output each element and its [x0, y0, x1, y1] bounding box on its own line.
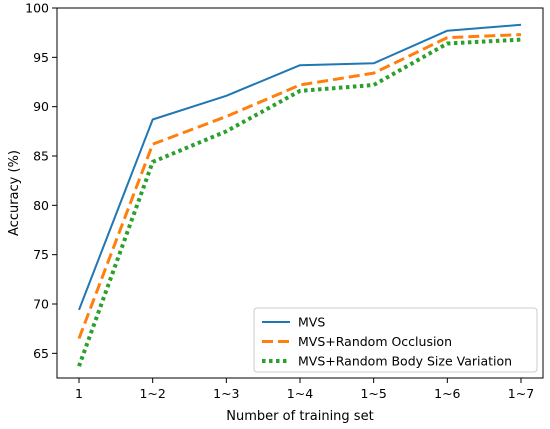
- y-tick-label: 65: [33, 346, 49, 361]
- x-tick-label: 1: [75, 386, 83, 401]
- legend: MVS MVS+Random Occlusion MVS+Random Body S…: [253, 307, 538, 373]
- x-tick-label: 1~3: [213, 386, 239, 401]
- series-line-3: [77, 37, 522, 367]
- x-tick-label: 1~2: [139, 386, 165, 401]
- y-tick-label: 75: [33, 247, 49, 262]
- y-tick-label: 90: [33, 99, 49, 114]
- series-line-2: [77, 33, 522, 340]
- y-tick-label: 100: [25, 1, 49, 16]
- legend-label: MVS: [298, 315, 325, 330]
- x-axis: 1 1~2 1~3 1~4 1~5 1~6 1~7: [75, 378, 534, 401]
- y-tick-label: 80: [33, 198, 49, 213]
- series-line-1: [78, 23, 522, 311]
- x-tick-label: 1~4: [287, 386, 313, 401]
- x-tick-label: 1~5: [360, 386, 386, 401]
- y-tick-label: 95: [33, 50, 49, 65]
- x-axis-title: Number of training set: [226, 409, 373, 424]
- y-tick-label: 85: [33, 149, 49, 164]
- legend-label: MVS+Random Occlusion: [298, 334, 452, 349]
- y-tick-label: 70: [33, 297, 49, 312]
- y-axis: 65 70 75 80 85 90 95 100: [25, 1, 57, 361]
- x-tick-label: 1~6: [434, 386, 460, 401]
- legend-label: MVS+Random Body Size Variation: [298, 354, 512, 369]
- y-axis-title: Accuracy (%): [7, 150, 22, 236]
- x-tick-label: 1~7: [508, 386, 534, 401]
- series-lines: [77, 23, 522, 367]
- legend-box: [253, 307, 538, 373]
